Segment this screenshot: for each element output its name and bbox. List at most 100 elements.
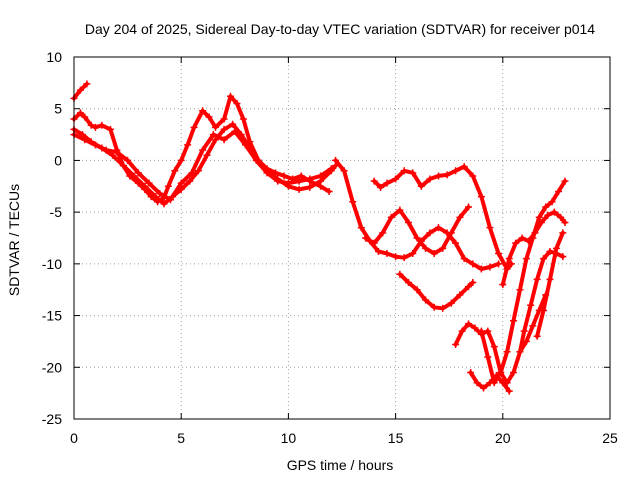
y-axis-label: SDTVAR / TECUs [6,184,22,296]
plus-marker [527,301,535,309]
plus-marker [456,291,464,299]
plus-marker [205,113,213,121]
plus-marker [516,286,524,294]
plus-marker [166,196,174,204]
plus-marker [561,218,569,226]
plus-marker [531,229,539,237]
series-trace [333,158,501,271]
plus-marker [516,348,524,356]
plus-marker [490,379,498,387]
plus-marker [119,162,127,170]
plus-marker [522,255,530,263]
plus-marker [327,165,335,173]
plus-marker [160,200,168,208]
plus-marker [377,183,385,191]
plus-marker [374,247,382,255]
x-tick-label: 25 [602,430,618,446]
x-tick-label: 5 [177,430,185,446]
plus-marker [469,172,477,180]
plus-marker [164,182,172,190]
plus-marker [480,384,488,392]
plus-marker [370,239,378,247]
grid-lines [74,57,610,419]
plus-marker [392,253,400,261]
plus-marker [203,151,211,159]
plus-marker [184,141,192,149]
plus-marker [497,368,505,376]
plus-marker [220,125,228,133]
plus-marker [141,182,149,190]
plus-marker [134,169,142,177]
plus-marker [422,244,430,252]
y-tick-label: 0 [54,152,62,168]
x-axis-label: GPS time / hours [287,457,394,473]
y-tick-label: -10 [42,256,62,272]
plus-marker [434,172,442,180]
plus-marker [387,213,395,221]
plus-marker [471,324,479,332]
x-tick-label: 10 [281,430,297,446]
plus-marker [477,327,485,335]
plus-marker [212,123,220,131]
plus-marker [379,229,387,237]
plus-marker [452,167,460,175]
plus-marker [233,100,241,108]
plus-marker [295,185,303,193]
plus-marker [171,167,179,175]
plus-marker [464,283,472,291]
plus-marker [404,278,412,286]
plus-marker [220,115,228,123]
plus-marker [430,250,438,258]
y-tick-label: -15 [42,308,62,324]
plus-marker [106,125,114,133]
plus-marker [409,250,417,258]
plus-marker [447,299,455,307]
plus-marker [484,327,492,335]
plus-marker [413,286,421,294]
plus-marker [447,229,455,237]
plus-marker [383,250,391,258]
plus-marker [443,171,451,179]
plus-marker [477,265,485,273]
plus-marker [317,172,325,180]
plus-marker [469,278,477,286]
plus-marker [349,198,357,206]
axis-ticks [73,56,611,420]
plus-marker [392,175,400,183]
plus-marker [400,167,408,175]
plus-marker [413,234,421,242]
plus-marker [177,179,185,187]
plus-marker [340,167,348,175]
plus-marker [209,131,217,139]
plus-marker [383,179,391,187]
data-series [332,156,503,273]
data-series [477,177,569,387]
plus-marker [469,260,477,268]
y-tick-label: -20 [42,359,62,375]
plus-marker [495,250,503,258]
plus-marker [426,229,434,237]
plus-marker [550,208,558,216]
plus-marker [533,332,541,340]
plus-marker [490,343,498,351]
plus-marker [156,190,164,198]
plus-marker [439,304,447,312]
plus-marker [295,177,303,185]
x-tick-label: 0 [70,430,78,446]
data-series [396,270,477,312]
y-tick-label: 10 [46,49,62,65]
data-series [70,80,91,102]
plus-marker [458,327,466,335]
plot-frame [73,56,611,420]
plus-marker [546,275,554,283]
plus-marker [417,182,425,190]
plus-marker [503,348,511,356]
plus-marker [325,187,333,195]
plus-marker [91,123,99,131]
plus-marker [559,229,567,237]
plus-marker [362,234,370,242]
plus-marker [540,255,548,263]
plus-marker [194,167,202,175]
plus-marker [484,353,492,361]
